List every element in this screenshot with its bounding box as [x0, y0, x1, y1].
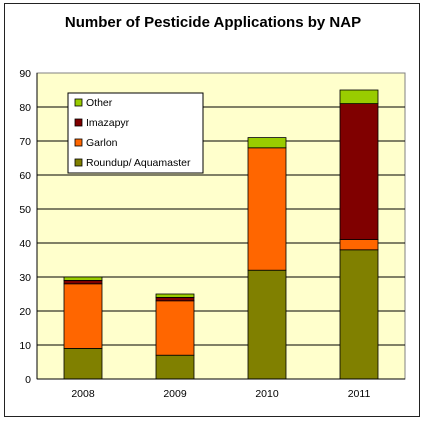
legend-label: Garlon — [86, 137, 118, 149]
legend-swatch-imazapyr — [74, 118, 83, 127]
bar-segment-other-2011 — [339, 89, 379, 104]
y-tick-label: 50 — [19, 204, 31, 216]
bar-segment-roundup-aquamaster-2009 — [155, 354, 195, 380]
legend-label: Imazapyr — [86, 117, 130, 129]
bar-segment-garlon-2009 — [155, 300, 195, 356]
bar-segment-imazapyr-2009 — [155, 296, 195, 302]
legend-swatch-garlon — [74, 138, 83, 147]
bar-segment-garlon-2008 — [63, 283, 103, 349]
chart-title: Number of Pesticide Applications by NAP — [64, 14, 362, 31]
y-tick-label: 60 — [19, 170, 31, 182]
bar-segment-imazapyr-2011 — [339, 103, 379, 240]
bar-segment-other-2009 — [155, 293, 195, 298]
legend-label: Other — [86, 97, 113, 109]
bar-segment-roundup-aquamaster-2008 — [63, 347, 103, 380]
bar-segment-other-2008 — [63, 276, 103, 281]
legend-swatch-roundup-aquamaster — [74, 158, 83, 167]
y-tick-label: 40 — [19, 238, 31, 250]
y-tick-label: 70 — [19, 136, 31, 148]
bar-segment-roundup-aquamaster-2011 — [339, 249, 379, 380]
bar-segment-roundup-aquamaster-2010 — [247, 269, 287, 380]
bar-segment-imazapyr-2008 — [63, 279, 103, 285]
y-tick-label: 30 — [19, 272, 31, 284]
y-tick-label: 80 — [19, 102, 31, 114]
x-category-label: 2008 — [71, 388, 95, 400]
y-tick-label: 10 — [19, 340, 31, 352]
y-tick-label: 20 — [19, 306, 31, 318]
legend-swatch-other — [74, 98, 83, 107]
x-category-label: 2011 — [348, 388, 371, 400]
legend-box — [67, 92, 204, 174]
y-tick-label: 0 — [25, 374, 31, 386]
bar-segment-garlon-2010 — [247, 147, 287, 271]
legend-label: Roundup/ Aquamaster — [86, 157, 191, 169]
x-category-label: 2009 — [163, 388, 187, 400]
y-tick-label: 90 — [19, 68, 31, 80]
bar-segment-other-2010 — [247, 137, 287, 149]
bar-segment-garlon-2011 — [339, 239, 379, 251]
x-category-label: 2010 — [255, 388, 279, 400]
